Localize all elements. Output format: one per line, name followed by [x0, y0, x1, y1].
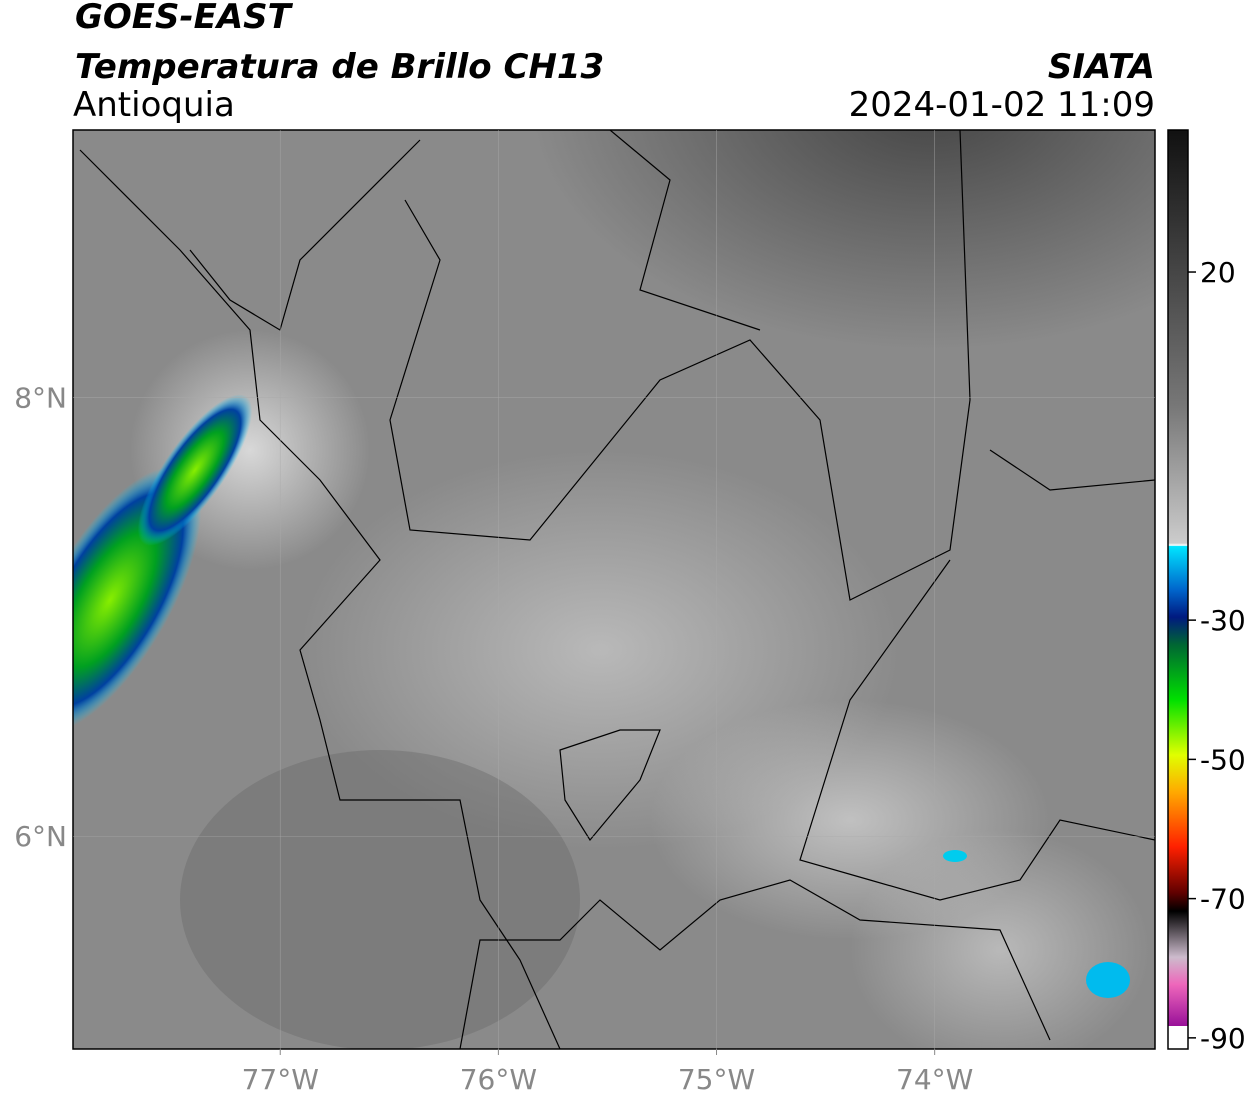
- colorbar-tick-label: -50: [1200, 743, 1246, 776]
- colorbar: [1167, 129, 1189, 1050]
- x-tick-label: 76°W: [460, 1063, 537, 1096]
- source: SIATA: [1048, 47, 1155, 87]
- x-tick-label: 75°W: [678, 1063, 755, 1096]
- x-tick-label: 77°W: [242, 1063, 319, 1096]
- colorbar-tick-label: 20: [1200, 256, 1236, 289]
- colorbar-tick-label: -30: [1200, 604, 1246, 637]
- region: Antioquia: [73, 85, 235, 125]
- datetime: 2024-01-02 11:09: [849, 85, 1155, 125]
- y-tick-label: 8°N: [14, 382, 67, 415]
- satellite-image: [73, 130, 1155, 1049]
- title: GOES-EAST: [75, 0, 294, 37]
- x-tick-label: 74°W: [896, 1063, 973, 1096]
- colorbar-tick-label: -90: [1200, 1022, 1246, 1055]
- colorbar-tick-label: -70: [1200, 883, 1246, 916]
- map-frame: [72, 129, 1156, 1050]
- y-tick-label: 6°N: [14, 820, 67, 853]
- title: Temperatura de Brillo CH13: [75, 47, 604, 87]
